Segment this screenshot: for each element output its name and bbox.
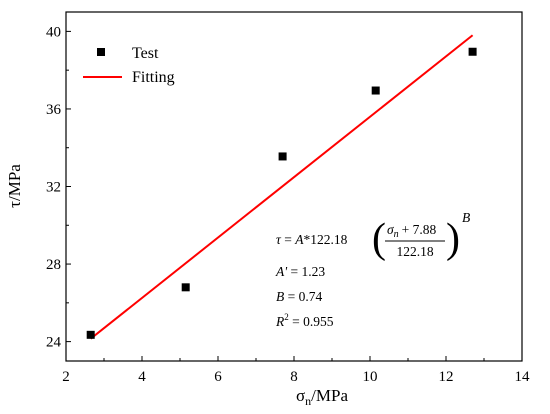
equation-denominator: 122.18 [396, 244, 433, 259]
y-tick-label-28: 28 [46, 257, 61, 273]
param-a: A' = 1.23 [275, 264, 325, 279]
fitting-line [90, 34, 474, 340]
x-tick-label-14: 14 [515, 369, 531, 385]
legend-label-fitting: Fitting [132, 69, 175, 86]
plot-area [65, 11, 523, 362]
x-tick-label-4: 4 [138, 369, 146, 385]
y-tick-label-24: 24 [46, 335, 62, 351]
param-b: B = 0.74 [276, 289, 322, 304]
x-axis: 2 4 6 8 10 12 14 [62, 356, 530, 385]
y-tick-label-36: 36 [46, 102, 62, 118]
legend: Test Fitting [83, 45, 175, 86]
x-tick-label-12: 12 [439, 369, 454, 385]
fit-annotation: τ = A*122.18 ( σn + 7.88 122.18 ) B A' = … [275, 210, 470, 329]
x-tick-label-8: 8 [290, 369, 298, 385]
paren-left: ( [372, 216, 386, 262]
x-tick-label-10: 10 [363, 369, 378, 385]
y-axis: 24 28 32 36 40 [46, 24, 71, 351]
y-tick-label-40: 40 [46, 24, 61, 40]
y-axis-title: τ/MPa [5, 164, 24, 208]
equation-lhs: τ = A*122.18 [276, 232, 348, 247]
equation-exponent: B [462, 210, 470, 225]
paren-right: ) [446, 216, 460, 262]
test-point-1 [181, 283, 190, 292]
x-tick-label-6: 6 [214, 369, 222, 385]
x-tick-label-2: 2 [62, 369, 70, 385]
legend-label-test: Test [132, 45, 159, 62]
equation-numerator: σn + 7.88 [387, 222, 437, 240]
test-point-4 [468, 47, 477, 56]
x-axis-title: σn/MPa [296, 386, 348, 408]
test-point-0 [86, 330, 95, 339]
test-point-2 [278, 152, 287, 161]
y-tick-label-32: 32 [46, 180, 61, 196]
plot-frame [65, 11, 523, 362]
legend-marker-test [97, 48, 105, 56]
test-point-3 [371, 86, 380, 95]
series-layer [86, 34, 477, 340]
param-r2: R2 = 0.955 [275, 308, 334, 329]
